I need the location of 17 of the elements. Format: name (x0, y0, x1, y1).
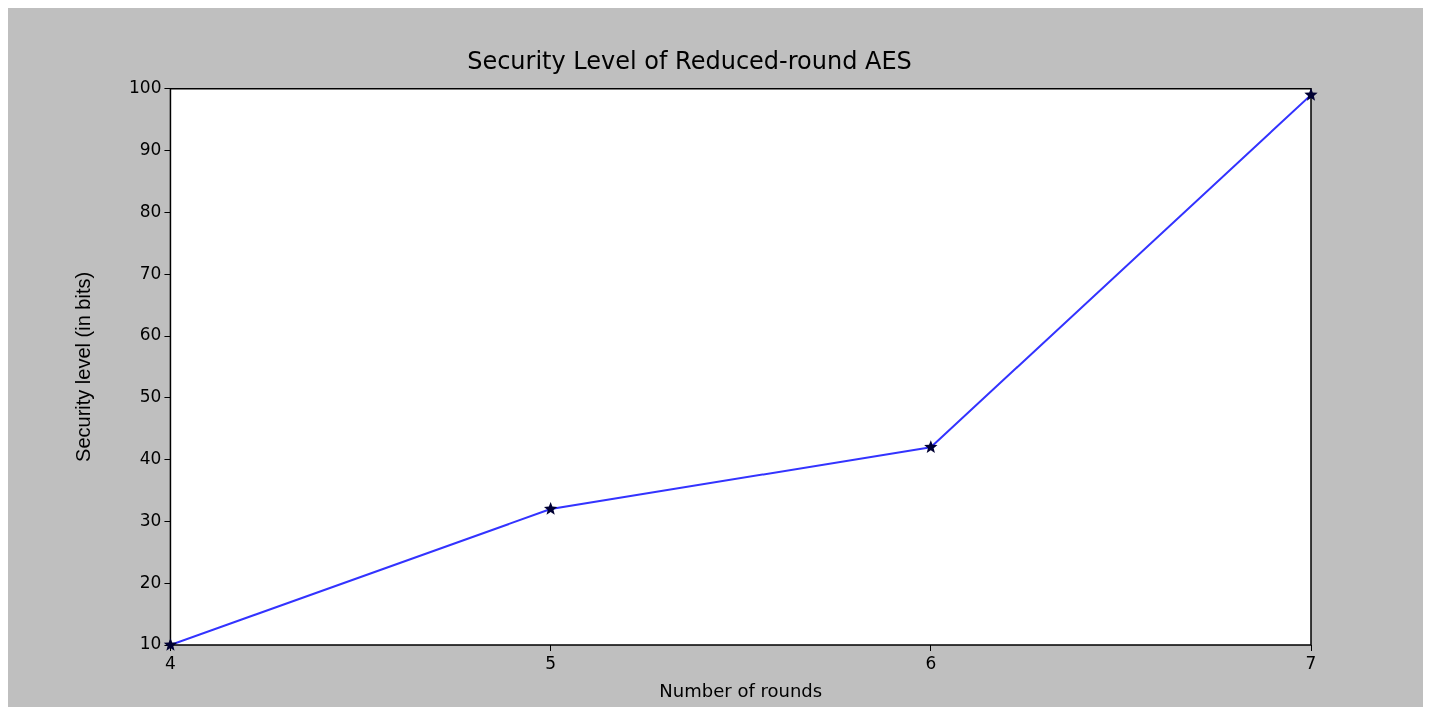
y-tick-label: 40 (139, 448, 162, 469)
x-tick-label: 5 (545, 652, 557, 673)
x-axis-title: Number of rounds (659, 679, 823, 701)
y-tick-label: 60 (139, 324, 162, 345)
x-tick-label: 4 (165, 652, 176, 673)
chart-title: Security Level of Reduced-round AES (467, 46, 912, 75)
y-tick-label: 20 (139, 571, 162, 592)
y-tick-label: 80 (139, 200, 162, 221)
y-tick-label: 100 (128, 77, 162, 98)
x-tick-label: 7 (1305, 652, 1317, 673)
y-tick-label: 30 (139, 509, 162, 530)
y-tick-label: 70 (139, 262, 162, 283)
y-tick-label: 50 (139, 386, 162, 407)
x-tick-label: 6 (925, 652, 937, 673)
y-axis-title: Security level (in bits) (71, 271, 94, 462)
y-tick-label: 90 (139, 139, 162, 160)
y-tick-label: 10 (139, 633, 162, 654)
